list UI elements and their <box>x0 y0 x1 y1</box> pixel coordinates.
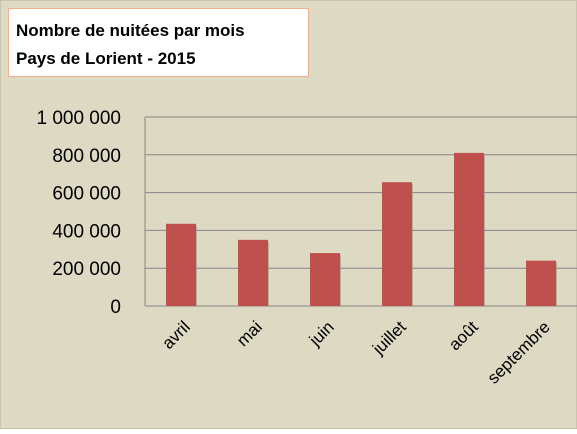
bar <box>526 260 556 306</box>
y-tick-label: 600 000 <box>52 184 121 205</box>
y-tick-label: 0 <box>110 297 121 318</box>
chart-subtitle: Pays de Lorient - 2015 <box>16 49 196 68</box>
bar <box>454 152 484 306</box>
y-tick-label: 200 000 <box>52 259 121 280</box>
y-tick-label: 1 000 000 <box>36 108 121 129</box>
y-tick-label: 800 000 <box>52 146 121 167</box>
bar <box>238 239 268 306</box>
chart-title: Nombre de nuitées par mois <box>16 21 245 40</box>
bar <box>382 182 412 306</box>
bar <box>166 223 196 306</box>
bar <box>310 253 340 306</box>
title-box <box>8 8 309 77</box>
y-tick-label: 400 000 <box>52 221 121 242</box>
